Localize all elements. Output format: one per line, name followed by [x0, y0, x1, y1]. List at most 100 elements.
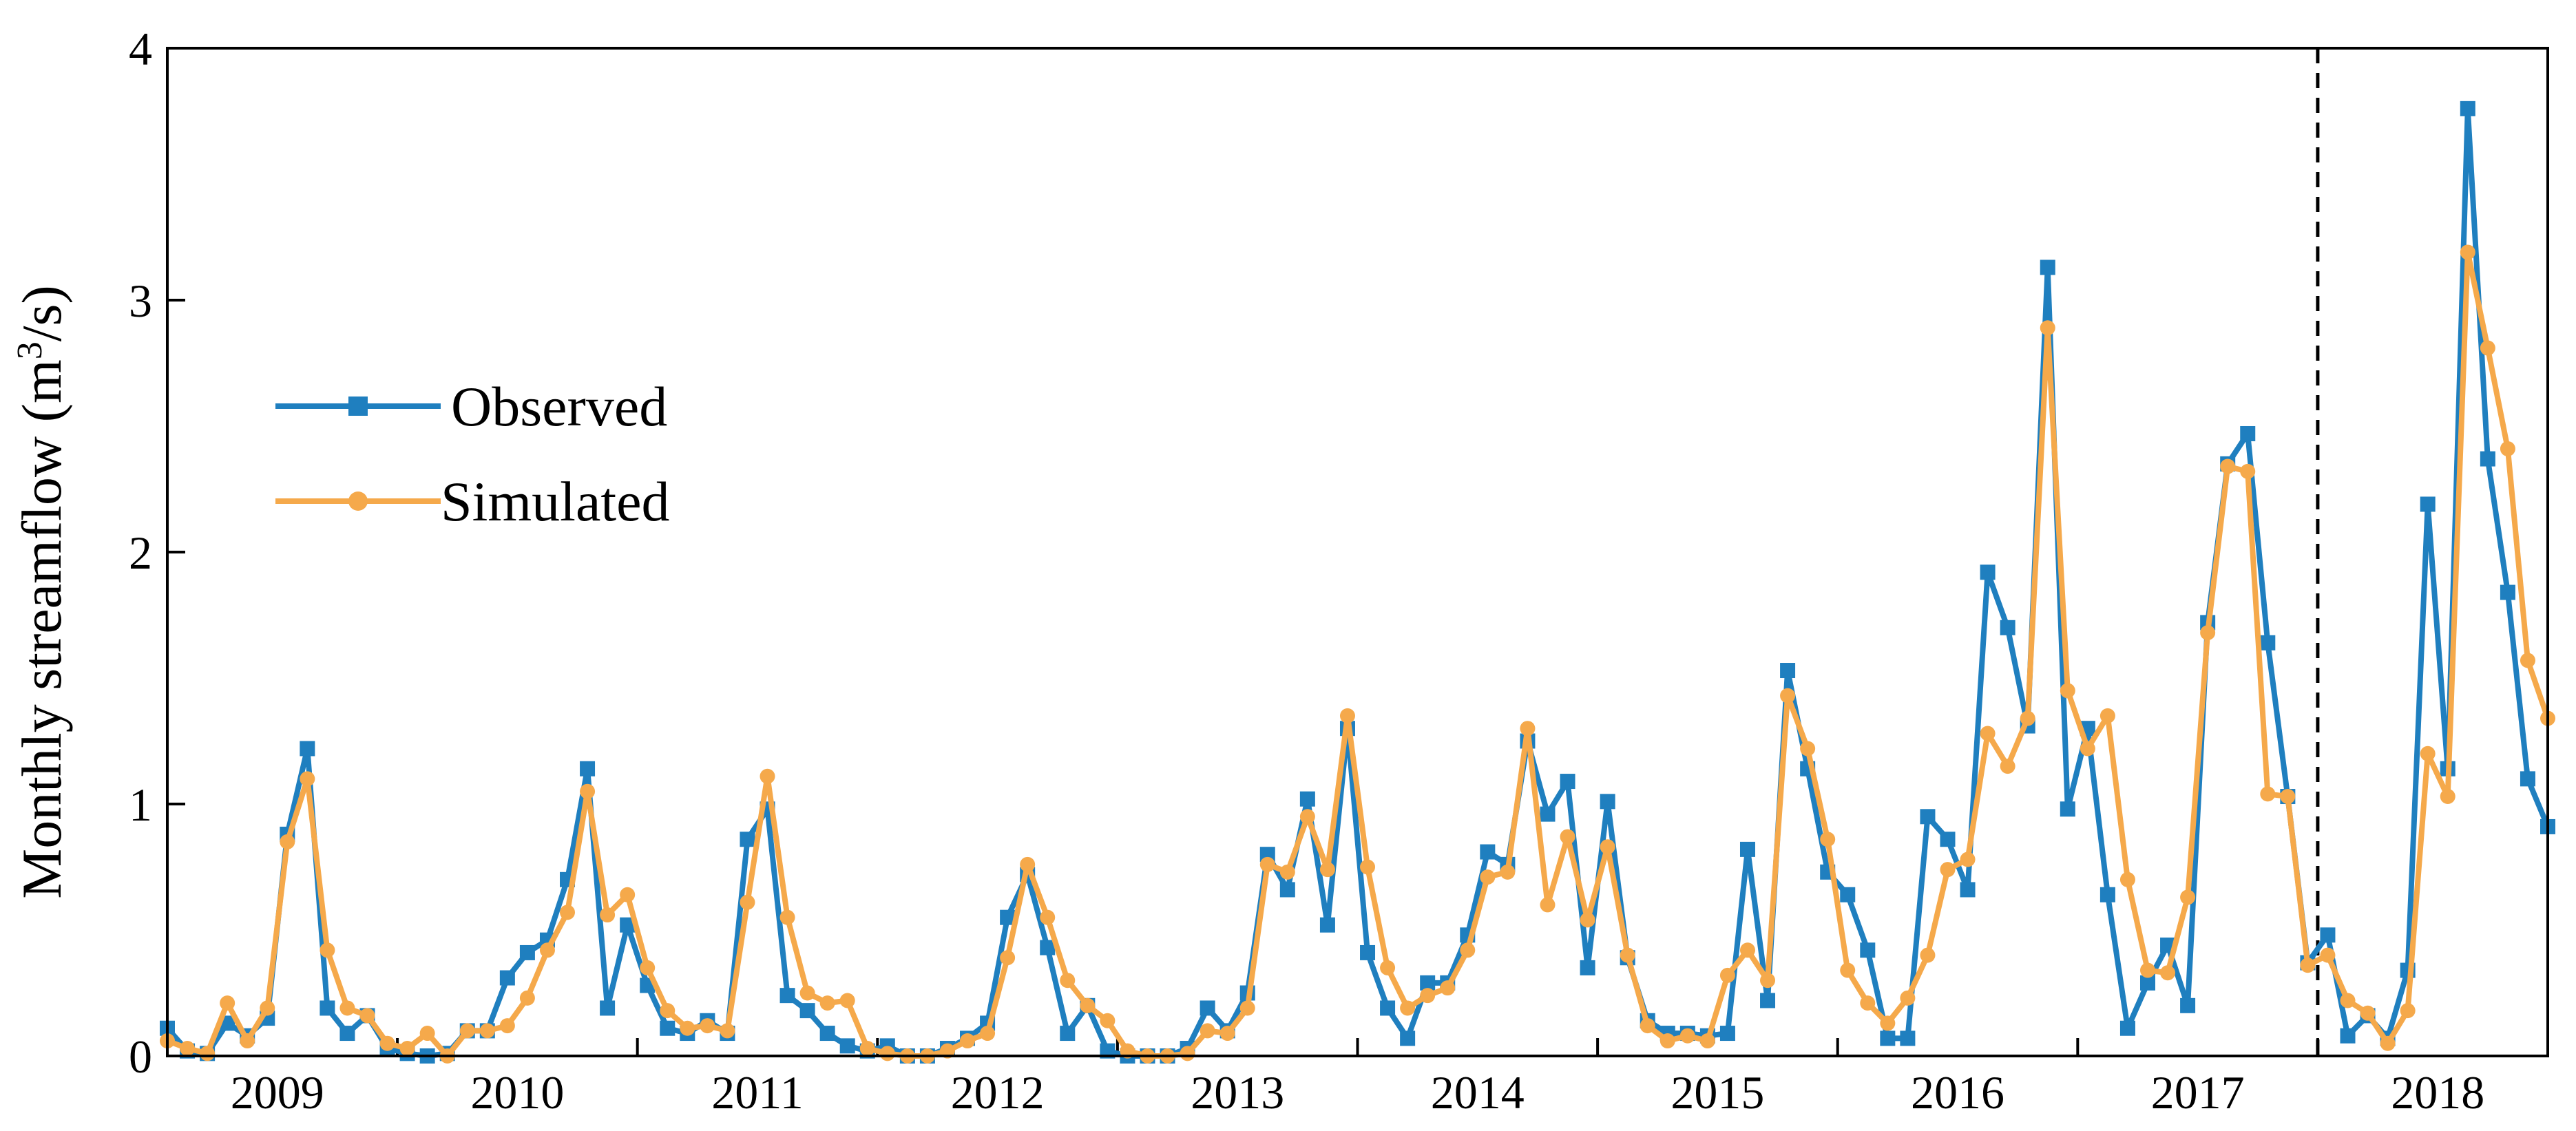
data-point-observed [1580, 960, 1595, 975]
data-point-simulated [2400, 1003, 2416, 1019]
plot-frame [166, 47, 2549, 1057]
data-point-simulated [1339, 708, 1355, 723]
data-point-observed [1600, 794, 1615, 810]
data-point-simulated [1420, 988, 1436, 1004]
data-point-observed [1299, 791, 1315, 807]
data-point-simulated [1600, 839, 1615, 855]
data-point-simulated [1739, 942, 1755, 958]
data-point-simulated [560, 905, 576, 920]
data-point-observed [2099, 887, 2115, 902]
data-point-observed [1960, 882, 1976, 898]
data-point-observed [1200, 1000, 1215, 1016]
data-point-simulated [1580, 912, 1595, 928]
y-tick-label: 1 [129, 779, 152, 831]
legend-item-simulated: Simulated [275, 470, 670, 533]
data-point-simulated [2360, 1005, 2376, 1021]
data-point-simulated [1920, 947, 1936, 963]
data-point-observed [1040, 940, 1056, 955]
data-point-simulated [320, 942, 335, 958]
data-point-simulated [1080, 997, 1096, 1013]
data-point-observed [1319, 917, 1335, 933]
y-tick-label: 3 [129, 275, 152, 327]
data-point-observed [1900, 1030, 1916, 1046]
legend-observed-label: Observed [451, 375, 667, 438]
data-point-simulated [379, 1035, 395, 1051]
series-observed [160, 101, 2555, 1064]
data-point-observed [2320, 927, 2336, 943]
data-point-observed [2139, 975, 2155, 991]
data-point-simulated [1259, 856, 1275, 872]
x-tick-label: 2016 [1911, 1066, 2004, 1119]
data-point-simulated [1040, 909, 1056, 925]
data-point-simulated [2440, 789, 2455, 805]
y-tick-label: 2 [129, 527, 152, 579]
data-point-simulated [779, 909, 795, 925]
data-point-observed [339, 1026, 355, 1042]
data-point-simulated [359, 1008, 375, 1024]
data-point-simulated [1780, 688, 1796, 704]
data-point-simulated [2160, 965, 2176, 981]
data-point-simulated [1860, 995, 1876, 1011]
data-point-simulated [1719, 967, 1735, 983]
legend-observed-marker [348, 397, 368, 416]
data-point-simulated [200, 1046, 216, 1061]
data-point-simulated [2040, 320, 2055, 336]
data-point-simulated [2119, 871, 2135, 887]
x-tick-label: 2009 [231, 1066, 324, 1119]
data-point-simulated [1400, 1000, 1416, 1016]
data-point-simulated [960, 1033, 976, 1049]
data-point-observed [300, 741, 315, 757]
data-point-observed [620, 917, 636, 933]
data-point-observed [1760, 993, 1776, 1008]
data-point-simulated [1000, 950, 1016, 966]
data-point-simulated [2500, 441, 2515, 456]
data-point-observed [2520, 771, 2535, 787]
x-tick-label: 2012 [951, 1066, 1045, 1119]
data-point-simulated [2280, 789, 2296, 805]
data-point-observed [2460, 101, 2475, 116]
data-point-simulated [620, 887, 636, 902]
data-point-simulated [240, 1033, 255, 1049]
data-point-simulated [2220, 458, 2236, 474]
data-point-simulated [819, 995, 835, 1011]
data-point-simulated [740, 894, 755, 910]
data-point-simulated [1279, 864, 1295, 880]
data-point-observed [320, 1000, 335, 1016]
data-point-simulated [1180, 1046, 1195, 1061]
data-point-simulated [720, 1023, 735, 1039]
data-point-simulated [2260, 786, 2276, 802]
data-point-simulated [1219, 1026, 1235, 1042]
x-tick-label: 2014 [1431, 1066, 1525, 1119]
data-point-observed [600, 1000, 616, 1016]
data-point-simulated [859, 1041, 875, 1057]
data-point-simulated [1980, 726, 1996, 741]
series-layer [160, 101, 2555, 1064]
data-point-simulated [1820, 832, 1836, 847]
data-point-simulated [300, 771, 315, 787]
data-point-simulated [1880, 1015, 1896, 1031]
data-point-observed [2240, 425, 2256, 441]
data-point-simulated [1200, 1023, 1215, 1039]
data-point-simulated [2340, 993, 2356, 1008]
data-point-simulated [1800, 741, 1816, 757]
data-point-simulated [1840, 962, 1856, 978]
data-point-simulated [2240, 463, 2256, 479]
legend-simulated-label: Simulated [441, 470, 670, 533]
data-point-observed [819, 1026, 835, 1042]
data-point-observed [2119, 1020, 2135, 1036]
data-point-simulated [799, 985, 815, 1001]
data-point-simulated [1560, 829, 1575, 845]
data-point-observed [499, 970, 515, 986]
data-point-simulated [2139, 962, 2155, 978]
data-point-simulated [1060, 973, 1076, 989]
data-point-observed [1540, 806, 1556, 822]
x-tick-label: 2013 [1191, 1066, 1284, 1119]
data-point-simulated [2200, 625, 2216, 641]
data-point-simulated [2380, 1035, 2396, 1051]
data-point-simulated [640, 960, 656, 975]
y-axis-title-superscript: 3 [10, 341, 50, 359]
data-point-simulated [2480, 340, 2495, 356]
data-point-simulated [2060, 683, 2075, 699]
data-point-simulated [879, 1046, 895, 1061]
data-point-simulated [1520, 721, 1536, 737]
